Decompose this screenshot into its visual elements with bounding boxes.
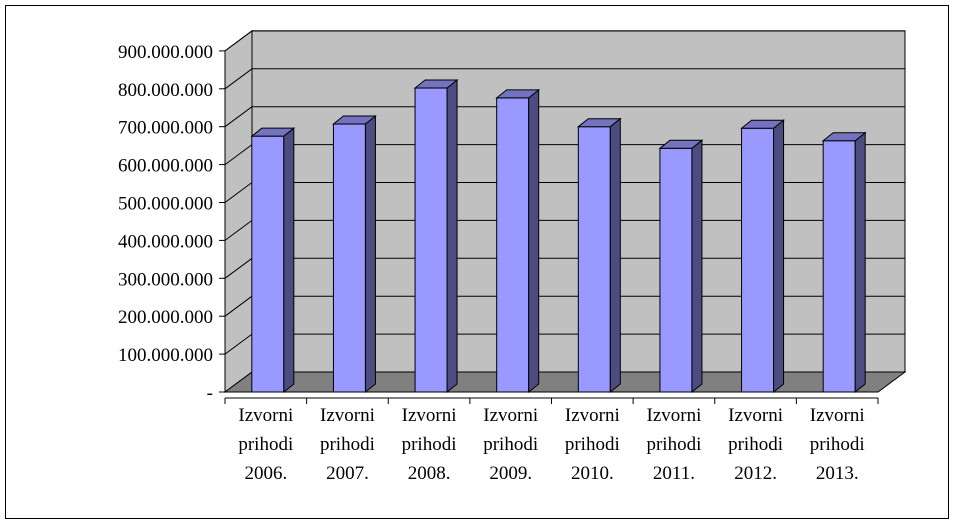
x-tick-label: 2011.	[653, 463, 695, 484]
floor	[223, 371, 907, 393]
gridline-side	[224, 68, 253, 90]
x-tick-label: Izvorni	[320, 405, 375, 426]
gridline-side	[224, 333, 253, 355]
x-tick-label: Izvorni	[647, 405, 702, 426]
gridline-side	[224, 106, 253, 128]
gridline-side	[224, 144, 253, 166]
bar	[576, 117, 622, 394]
bars	[250, 79, 867, 394]
x-tick-label: Izvorni	[483, 405, 538, 426]
y-tick-label: 600.000.000	[118, 156, 213, 177]
x-tick-label: Izvorni	[728, 405, 783, 426]
x-tick-label: 2008.	[408, 463, 451, 484]
x-tick-label: prihodi	[238, 434, 293, 455]
y-tick-label: 100.000.000	[118, 345, 213, 366]
x-tick-label: prihodi	[320, 434, 375, 455]
y-tick-label: 300.000.000	[118, 269, 213, 290]
bar-front	[332, 123, 366, 393]
x-tick-label: 2010.	[571, 463, 614, 484]
bar-top	[821, 132, 867, 142]
bar-front	[251, 135, 285, 393]
bar-side	[364, 115, 376, 394]
x-tick-label: 2013.	[816, 463, 859, 484]
x-tick-label: prihodi	[565, 434, 620, 455]
y-tick-label: 900.000.000	[118, 42, 213, 63]
x-tick-label: prihodi	[728, 434, 783, 455]
x-tick-label: 2007.	[326, 463, 369, 484]
x-tick-label: prihodi	[402, 434, 457, 455]
bar-side	[446, 79, 458, 394]
bar	[332, 115, 377, 394]
bar-side	[854, 131, 866, 394]
gridline-side	[224, 219, 253, 241]
y-tick-label: 400.000.000	[118, 231, 213, 252]
x-tick-label: Izvorni	[565, 405, 620, 426]
x-axis: Izvorni prihodi 2006. Izvorni prihodi 2007. Iz…	[224, 397, 879, 484]
gridline-side	[224, 295, 253, 317]
bar	[821, 131, 867, 394]
bar-front	[741, 127, 775, 393]
x-tick-label: prihodi	[483, 434, 538, 455]
x-tick-label: Izvorni	[238, 405, 293, 426]
y-tick-label: -	[207, 383, 213, 404]
bar	[495, 88, 541, 394]
bar-side	[691, 139, 703, 394]
bar-top	[332, 115, 377, 125]
gridline-side	[224, 30, 253, 52]
gridline-side	[224, 182, 253, 203]
y-tick-label: 200.000.000	[118, 307, 213, 328]
bar-top	[250, 127, 296, 137]
x-tick-label: 2006.	[244, 463, 287, 484]
bar	[413, 79, 459, 394]
bar	[250, 127, 296, 394]
bar-top	[495, 89, 541, 99]
x-tick-label: prihodi	[646, 434, 701, 455]
bar-front	[414, 87, 448, 393]
x-tick-label: prihodi	[810, 434, 865, 455]
bar-side	[528, 88, 540, 394]
bar-front	[496, 97, 530, 393]
bar	[658, 139, 704, 394]
bar-front	[577, 126, 611, 393]
bar-side	[609, 117, 621, 394]
gridline-side	[224, 257, 253, 279]
bar	[740, 119, 785, 394]
chart-walls	[223, 29, 907, 393]
side-wall	[224, 29, 253, 393]
y-tick-label: 800.000.000	[118, 80, 213, 101]
x-tick-label: 2012.	[734, 463, 777, 484]
y-axis: - 100.000.000 200.000.000 300.000.000 400.00…	[118, 42, 226, 404]
bar-top	[576, 118, 622, 128]
bar-side	[773, 119, 785, 394]
x-tick-label: Izvorni	[810, 405, 865, 426]
bar-front	[822, 140, 856, 393]
y-tick-label: 700.000.000	[118, 118, 213, 139]
x-tick-label: Izvorni	[402, 405, 457, 426]
bar-front	[659, 147, 693, 393]
bar-top	[740, 119, 785, 129]
bar-top	[413, 79, 459, 89]
y-tick-label: 500.000.000	[118, 194, 213, 215]
bar-side	[283, 127, 295, 394]
x-tick-label: 2009.	[489, 463, 532, 484]
bar-top	[658, 139, 704, 149]
